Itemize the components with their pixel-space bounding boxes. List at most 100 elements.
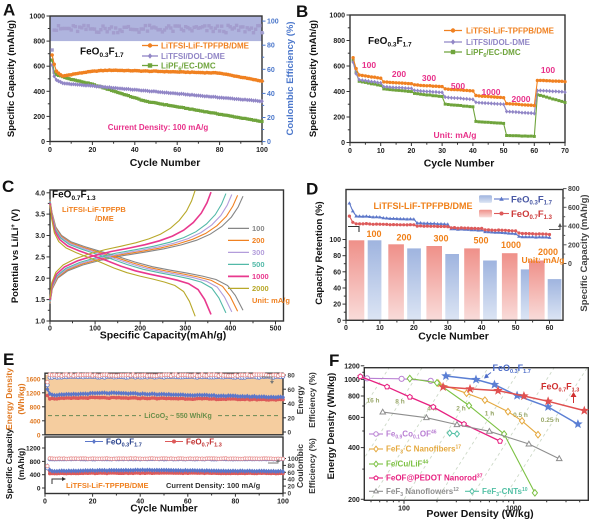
svg-text:40: 40: [469, 148, 477, 155]
svg-text:Unit: mA/g: Unit: mA/g: [434, 130, 477, 140]
svg-text:0: 0: [337, 318, 341, 325]
svg-text:1000: 1000: [482, 87, 501, 97]
svg-text:500: 500: [473, 236, 488, 246]
svg-text:100: 100: [288, 456, 299, 463]
svg-text:Current Density: 100 mA/g: Current Density: 100 mA/g: [166, 481, 261, 490]
svg-text:2 h: 2 h: [456, 406, 465, 413]
svg-text:800: 800: [30, 459, 41, 466]
svg-text:60: 60: [288, 470, 296, 477]
svg-text:LiTFSI/DOL-DME: LiTFSI/DOL-DME: [466, 38, 531, 47]
svg-text:FeO0.3F1.7: FeO0.3F1.7: [368, 36, 412, 49]
svg-text:0: 0: [37, 486, 41, 493]
svg-text:200: 200: [252, 236, 265, 245]
svg-text:Fe/Cu/LiF44: Fe/Cu/LiF44: [386, 460, 428, 469]
svg-text:80: 80: [267, 43, 275, 50]
svg-text:FeO0.3F1.7: FeO0.3F1.7: [106, 438, 142, 449]
svg-text:0: 0: [48, 147, 52, 154]
svg-text:LiTFSI-LiF-TPFPB/DME: LiTFSI-LiF-TPFPB/DME: [374, 201, 473, 211]
svg-text:1600: 1600: [26, 376, 41, 383]
svg-text:30: 30: [438, 148, 446, 155]
svg-text:200: 200: [134, 326, 146, 333]
svg-text:0: 0: [41, 139, 45, 146]
svg-text:600: 600: [33, 64, 45, 71]
svg-text:400: 400: [568, 224, 580, 231]
svg-text:8 h: 8 h: [395, 399, 404, 406]
svg-text:Efficiency (%): Efficiency (%): [307, 438, 317, 494]
svg-text:Capacity Retention (%): Capacity Retention (%): [314, 201, 325, 304]
svg-text:100: 100: [252, 224, 265, 233]
svg-text:50: 50: [500, 148, 508, 155]
svg-text:1000: 1000: [506, 505, 522, 512]
svg-text:100: 100: [541, 65, 555, 75]
svg-text:50: 50: [512, 325, 520, 332]
svg-text:3.5: 3.5: [35, 212, 45, 219]
svg-text:600: 600: [333, 64, 345, 71]
svg-text:100: 100: [362, 60, 376, 70]
svg-text:500: 500: [252, 260, 265, 269]
svg-text:FeF3-CNTs10: FeF3-CNTs10: [482, 487, 528, 498]
svg-text:20: 20: [267, 115, 275, 122]
svg-text:FeO0.3F1.7: FeO0.3F1.7: [511, 194, 553, 206]
svg-text:400: 400: [225, 326, 237, 333]
svg-text:60: 60: [333, 269, 341, 276]
svg-text:40: 40: [131, 147, 139, 154]
svg-text:1000: 1000: [501, 240, 521, 250]
svg-text:100: 100: [366, 229, 381, 239]
svg-text:0: 0: [288, 430, 292, 437]
svg-text:FeF3 Nanoflowers12: FeF3 Nanoflowers12: [386, 487, 459, 498]
svg-text:B: B: [296, 2, 308, 21]
svg-text:(Wh/kg): (Wh/kg): [16, 383, 26, 414]
svg-text:400: 400: [348, 445, 360, 452]
svg-text:(mAh/g): (mAh/g): [16, 448, 26, 480]
svg-text:200: 200: [33, 114, 45, 121]
svg-text:400: 400: [33, 89, 45, 96]
svg-text:16 h: 16 h: [366, 398, 379, 405]
svg-text:0.25 h: 0.25 h: [541, 417, 559, 424]
svg-text:Specific Capacity (mAh/g): Specific Capacity (mAh/g): [6, 20, 17, 137]
svg-text:800: 800: [33, 39, 45, 46]
svg-text:400: 400: [30, 418, 41, 425]
svg-text:FeF3·C Nanofibers17: FeF3·C Nanofibers17: [386, 445, 461, 456]
svg-text:1200: 1200: [26, 446, 41, 453]
svg-text:D: D: [306, 180, 318, 199]
svg-text:60: 60: [288, 387, 296, 394]
svg-text:600: 600: [568, 205, 580, 212]
svg-text:40: 40: [267, 91, 275, 98]
svg-text:Cycle Number: Cycle Number: [424, 158, 495, 170]
svg-text:60: 60: [530, 148, 538, 155]
svg-text:300: 300: [179, 326, 191, 333]
svg-text:Current Density: 100 mA/g: Current Density: 100 mA/g: [108, 123, 209, 132]
svg-text:80: 80: [216, 147, 224, 154]
svg-text:LiTFSI-LiF-TPFPB: LiTFSI-LiF-TPFPB: [62, 205, 126, 214]
svg-text:Specific Capacity: Specific Capacity: [4, 429, 14, 500]
svg-text:1000: 1000: [29, 14, 45, 21]
svg-text:Coulombic Efficiency (%): Coulombic Efficiency (%): [285, 21, 296, 135]
svg-text:Unit: mA/g: Unit: mA/g: [522, 255, 565, 265]
svg-text:FeO0.3F1.7: FeO0.3F1.7: [493, 363, 531, 375]
svg-text:20: 20: [288, 415, 296, 422]
svg-text:0: 0: [43, 499, 47, 506]
svg-text:100: 100: [267, 19, 279, 26]
svg-text:200: 200: [396, 233, 411, 243]
svg-text:500: 500: [270, 326, 282, 333]
svg-text:1 h: 1 h: [485, 411, 494, 418]
svg-text:20: 20: [288, 484, 296, 491]
svg-text:200: 200: [392, 69, 406, 79]
svg-text:80: 80: [333, 253, 341, 260]
svg-text:10: 10: [376, 325, 384, 332]
svg-text:80: 80: [232, 499, 240, 506]
svg-text:20: 20: [410, 325, 418, 332]
svg-text:800: 800: [568, 186, 580, 193]
svg-text:Coulombic: Coulombic: [295, 444, 305, 488]
svg-text:1200: 1200: [344, 363, 360, 370]
svg-text:C: C: [2, 177, 14, 196]
svg-text:40: 40: [288, 401, 296, 408]
svg-text:100: 100: [256, 147, 268, 154]
svg-text:Unit: mA/g: Unit: mA/g: [252, 296, 290, 305]
svg-text:LiTFSI-LiF-TPFPB/DME: LiTFSI-LiF-TPFPB/DME: [66, 481, 149, 490]
svg-text:60: 60: [546, 325, 554, 332]
svg-text:2000: 2000: [538, 247, 558, 257]
svg-text:0: 0: [348, 148, 352, 155]
svg-text:FeO0.7F1.3: FeO0.7F1.3: [52, 190, 96, 202]
svg-text:LiCoO2 ~ 550 Wh/Kg: LiCoO2 ~ 550 Wh/Kg: [144, 413, 212, 422]
